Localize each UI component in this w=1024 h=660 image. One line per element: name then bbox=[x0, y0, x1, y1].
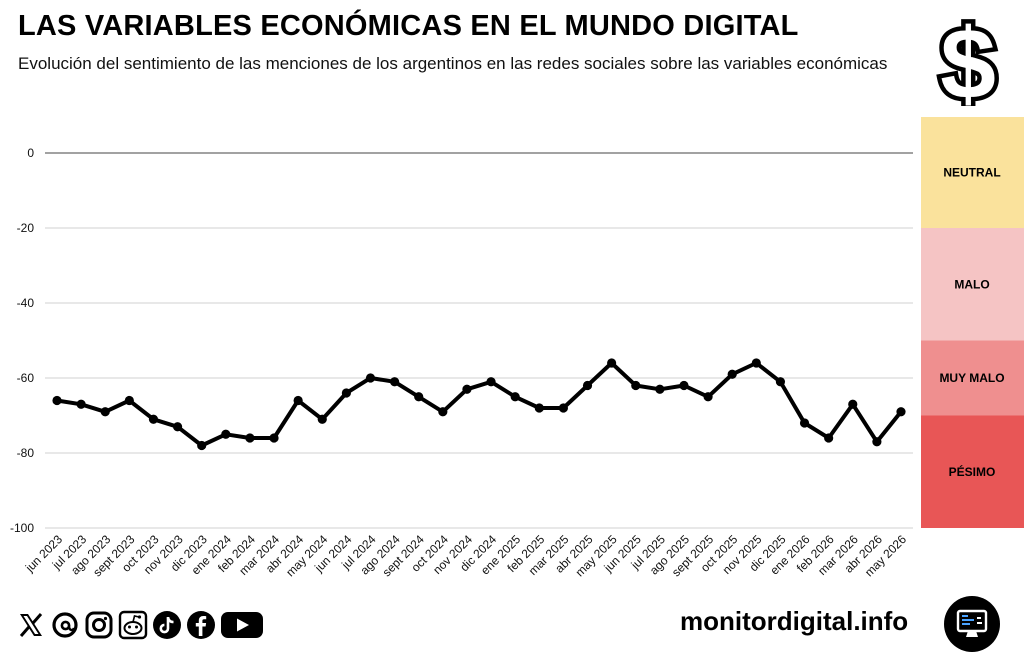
y-axis-ticks: 0 -20 -40 -60 -80 -100 bbox=[10, 146, 34, 535]
y-tick-label: -40 bbox=[17, 296, 35, 310]
monitor-logo-icon bbox=[944, 596, 1000, 652]
svg-text:$: $ bbox=[940, 14, 996, 106]
instagram-icon[interactable] bbox=[84, 610, 114, 640]
data-point bbox=[510, 392, 520, 402]
sentiment-bands: NEUTRAL MALO MUY MALO PÉSIMO bbox=[921, 117, 1024, 528]
data-point bbox=[124, 395, 134, 406]
data-point bbox=[245, 433, 255, 443]
data-point bbox=[341, 388, 351, 398]
data-point bbox=[269, 433, 279, 443]
facebook-icon[interactable] bbox=[186, 610, 216, 640]
data-point bbox=[703, 392, 713, 402]
data-point bbox=[390, 377, 400, 387]
band-label-neutral: NEUTRAL bbox=[943, 166, 1000, 180]
data-point bbox=[172, 422, 183, 432]
data-point bbox=[462, 384, 472, 394]
chart-title: LAS VARIABLES ECONÓMICAS EN EL MUNDO DIG… bbox=[18, 10, 799, 42]
y-tick-label: -80 bbox=[17, 446, 35, 460]
band-label-malo: MALO bbox=[954, 277, 989, 291]
data-point bbox=[197, 440, 207, 451]
dollar-sign-icon: $ bbox=[936, 14, 1001, 106]
threads-icon[interactable] bbox=[50, 610, 80, 640]
band-neutral bbox=[921, 117, 1024, 228]
series-points bbox=[52, 358, 906, 451]
data-point bbox=[824, 433, 834, 443]
data-point bbox=[148, 414, 159, 424]
data-point bbox=[775, 377, 786, 387]
youtube-icon[interactable] bbox=[220, 610, 264, 640]
tiktok-icon[interactable] bbox=[152, 610, 182, 640]
data-point bbox=[679, 380, 689, 391]
data-point bbox=[727, 369, 737, 379]
data-point bbox=[582, 380, 593, 391]
band-muy-malo bbox=[921, 340, 1024, 416]
data-point bbox=[607, 358, 617, 368]
data-point bbox=[317, 414, 327, 424]
data-point bbox=[558, 403, 569, 413]
data-point bbox=[896, 407, 906, 417]
data-point bbox=[848, 399, 858, 409]
data-point bbox=[293, 395, 303, 406]
data-point bbox=[872, 437, 882, 447]
sentiment-line-chart: NEUTRAL MALO MUY MALO PÉSIMO 0 -20 -40 -60 -80 -… bbox=[10, 117, 1024, 579]
y-tick-label: -60 bbox=[17, 371, 35, 385]
data-point bbox=[751, 358, 761, 368]
data-point bbox=[631, 380, 641, 391]
x-icon[interactable] bbox=[16, 610, 46, 640]
data-point bbox=[799, 418, 810, 428]
y-gridlines bbox=[45, 152, 913, 529]
y-tick-label: -20 bbox=[17, 221, 35, 235]
band-label-muy-malo: MUY MALO bbox=[939, 371, 1004, 385]
data-point bbox=[486, 377, 496, 387]
chart-subtitle: Evolución del sentimiento de las mencion… bbox=[18, 54, 888, 73]
band-malo bbox=[921, 228, 1024, 341]
band-label-pesimo: PÉSIMO bbox=[949, 464, 996, 479]
data-point bbox=[76, 399, 86, 409]
data-point bbox=[534, 403, 544, 413]
band-pesimo bbox=[921, 415, 1024, 528]
y-tick-label: -100 bbox=[10, 521, 34, 535]
data-point bbox=[52, 395, 62, 406]
reddit-icon[interactable] bbox=[118, 610, 148, 640]
site-url[interactable]: monitordigital.info bbox=[680, 606, 909, 636]
data-point bbox=[100, 407, 110, 417]
data-point bbox=[414, 392, 424, 402]
social-links bbox=[16, 608, 264, 642]
y-tick-label: 0 bbox=[27, 146, 34, 160]
data-point bbox=[438, 407, 448, 417]
data-point bbox=[655, 384, 665, 394]
data-point bbox=[365, 373, 376, 383]
series-line bbox=[55, 361, 903, 448]
data-point bbox=[221, 429, 231, 439]
